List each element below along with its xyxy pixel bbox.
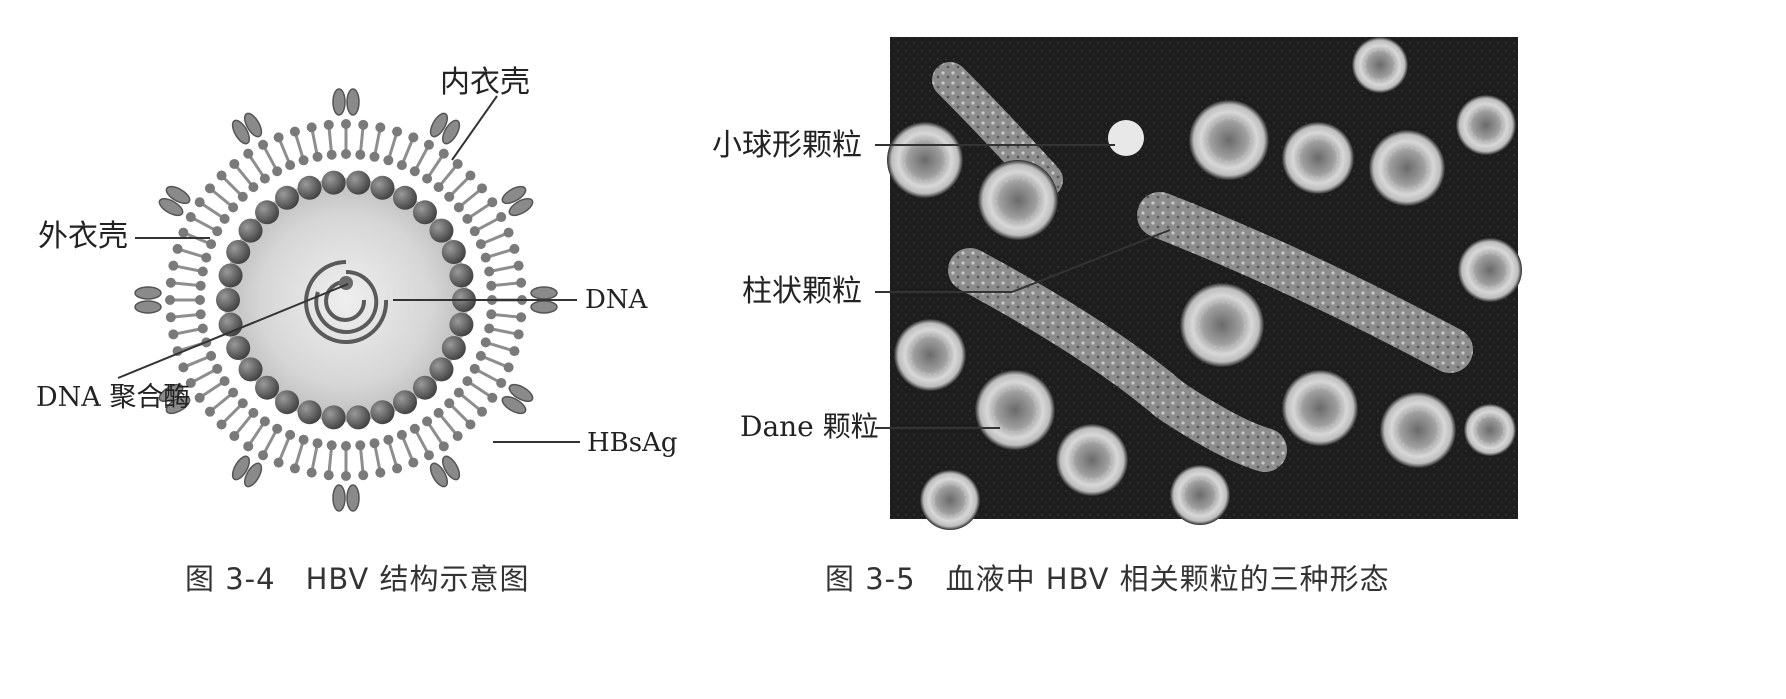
label-dna-polymerase: DNA 聚合酶 xyxy=(36,382,191,413)
small-spherical-particle xyxy=(1108,120,1144,156)
label-dna: DNA xyxy=(585,285,648,315)
caption-right: 图 3-5 血液中 HBV 相关颗粒的三种形态 xyxy=(825,562,1390,596)
leader-dna-polymerase xyxy=(117,283,349,379)
leader-tubular-b xyxy=(1011,229,1171,293)
core-interior xyxy=(224,178,468,422)
leader-inner-capsid xyxy=(451,95,498,161)
label-outer-envelope: 外衣壳 xyxy=(38,219,128,254)
lipid-envelope xyxy=(165,119,527,481)
leader-lines-left xyxy=(117,95,580,443)
label-inner-capsid: 内衣壳 xyxy=(440,65,530,100)
hbv-structure-diagram xyxy=(117,88,580,512)
dna-genome xyxy=(304,260,389,344)
label-dane: Dane 颗粒 xyxy=(740,410,879,443)
leader-lines-right xyxy=(875,144,1171,429)
dane-particles xyxy=(887,37,1522,530)
label-hbsag: HBsAg xyxy=(587,428,678,458)
label-tubular: 柱状颗粒 xyxy=(742,274,862,309)
label-small-spherical: 小球形颗粒 xyxy=(712,128,862,163)
hbsag-spikes xyxy=(134,88,558,512)
em-micrograph xyxy=(875,37,1522,530)
caption-left: 图 3-4 HBV 结构示意图 xyxy=(185,562,530,596)
inner-capsid-ring xyxy=(216,170,476,430)
